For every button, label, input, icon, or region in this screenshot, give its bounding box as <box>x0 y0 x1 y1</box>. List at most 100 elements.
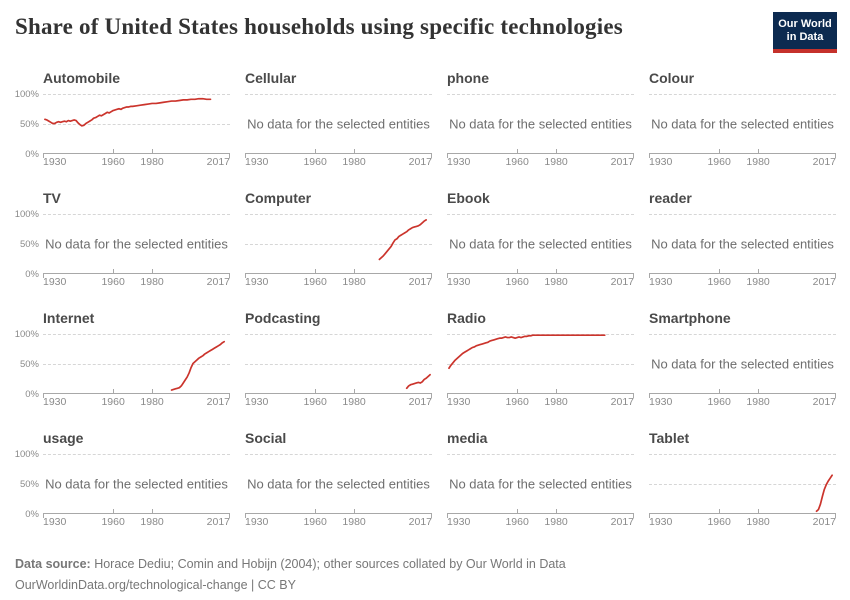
plot-area: No data for the selected entities <box>447 454 634 518</box>
panel-title: TV <box>43 190 61 206</box>
axis-tick-1980 <box>152 509 154 513</box>
panel-title: Cellular <box>245 70 297 86</box>
x-axis-tick-label: 1960 <box>505 156 529 168</box>
x-axis-labels: 1930 1960 1980 2017 <box>649 394 836 409</box>
x-axis-tick-label: 1960 <box>101 516 125 528</box>
x-axis-labels: 1930 1960 1980 2017 <box>447 274 634 289</box>
x-axis-tick-label: 1980 <box>342 156 366 168</box>
axis-endcap-left <box>447 394 448 398</box>
series-line <box>449 335 605 368</box>
axis-tick-1960 <box>113 509 115 513</box>
owid-logo-line2: in Data <box>786 31 824 43</box>
x-axis-tick-label: 1960 <box>707 276 731 288</box>
panel-inner: reader No data for the selected entities 1… <box>649 188 836 289</box>
panel-title: media <box>447 430 488 446</box>
x-axis-tick-label: 2017 <box>206 396 230 408</box>
panel-title: Computer <box>245 190 312 206</box>
x-axis-tick-label: 2017 <box>206 516 230 528</box>
y-axis-label: 50% <box>19 119 39 130</box>
x-axis-tick-label: 1930 <box>649 156 673 168</box>
panel-phone: phone No data for the selected entities 19… <box>447 68 634 169</box>
panel-inner: Podcasting 1930 1960 1980 2017 <box>245 308 432 409</box>
axis-endcap-right <box>633 514 634 518</box>
axis-endcap-left <box>447 154 448 158</box>
panel-tablet: Tablet 1930 1960 1980 2017 <box>649 428 836 529</box>
line-chart-automobile <box>43 94 230 153</box>
axis-endcap-right <box>431 394 432 398</box>
panel-computer: Computer 1930 1960 1980 2017 <box>245 188 432 289</box>
x-axis-tick-label: 1930 <box>447 156 471 168</box>
x-axis-tick-label: 1960 <box>303 276 327 288</box>
y-axis-label: 0% <box>25 149 39 160</box>
axis-endcap-right <box>835 274 836 278</box>
gridline-100 <box>43 214 230 215</box>
gridline-50 <box>447 364 634 365</box>
panel-radio: Radio 1930 1960 1980 2017 <box>447 308 634 409</box>
axis-tick-1960 <box>315 389 317 393</box>
x-axis-tick-label: 1930 <box>245 396 269 408</box>
x-axis-tick-label: 2017 <box>610 396 634 408</box>
panel-ebook: Ebook No data for the selected entities 19… <box>447 188 634 289</box>
gridline-100 <box>43 454 230 455</box>
x-axis-labels: 1930 1960 1980 2017 <box>447 154 634 169</box>
axis-tick-1960 <box>517 269 519 273</box>
owid-logo-line1: Our World <box>778 18 832 30</box>
axis-endcap-left <box>649 274 650 278</box>
no-data-message: No data for the selected entities <box>247 116 430 132</box>
axis-endcap-right <box>229 154 230 158</box>
axis-endcap-right <box>835 154 836 158</box>
axis-tick-1980 <box>354 389 356 393</box>
x-axis-tick-label: 2017 <box>812 156 836 168</box>
gridline-100 <box>245 334 432 335</box>
axis-endcap-left <box>649 154 650 158</box>
axis-tick-1980 <box>556 389 558 393</box>
x-axis-tick-label: 1980 <box>544 516 568 528</box>
x-axis-tick-label: 1960 <box>303 156 327 168</box>
x-axis-tick-label: 1930 <box>43 516 67 528</box>
x-axis-tick-label: 1930 <box>447 276 471 288</box>
panel-inner: media No data for the selected entities 19… <box>447 428 634 529</box>
x-axis-tick-label: 1980 <box>140 396 164 408</box>
y-axis-label: 0% <box>25 389 39 400</box>
line-chart-podcasting <box>245 334 432 393</box>
x-axis-tick-label: 1930 <box>43 276 67 288</box>
gridline-50 <box>649 484 836 485</box>
x-axis-labels: 1930 1960 1980 2017 <box>43 274 230 289</box>
line-chart-tablet <box>649 454 836 513</box>
plot-area: No data for the selected entities <box>649 94 836 158</box>
x-axis-tick-label: 1980 <box>342 516 366 528</box>
plot-area: 100% 50% 0% No data for the selected entiti… <box>15 449 230 520</box>
x-axis-tick-label: 1980 <box>544 156 568 168</box>
plot-area: No data for the selected entities <box>447 94 634 158</box>
axis-tick-1960 <box>517 149 519 153</box>
axis-tick-1960 <box>719 389 721 393</box>
gridline-100 <box>649 334 836 335</box>
x-axis-tick-label: 1960 <box>505 276 529 288</box>
axis-endcap-right <box>431 274 432 278</box>
x-axis-tick-label: 1980 <box>746 156 770 168</box>
axis-endcap-right <box>229 514 230 518</box>
x-axis-labels: 1930 1960 1980 2017 <box>447 394 634 409</box>
x-axis-tick-label: 1960 <box>707 156 731 168</box>
gridline-100 <box>245 454 432 455</box>
gridline-100 <box>245 214 432 215</box>
series-line <box>407 375 430 389</box>
x-axis-tick-label: 1980 <box>746 516 770 528</box>
x-axis-tick-label: 1980 <box>140 156 164 168</box>
x-axis-labels: 1930 1960 1980 2017 <box>649 274 836 289</box>
axis-tick-1960 <box>315 149 317 153</box>
axis-endcap-left <box>43 154 44 158</box>
x-axis-tick-label: 1930 <box>649 396 673 408</box>
axis-endcap-right <box>633 154 634 158</box>
gridline-50 <box>245 364 432 365</box>
x-axis-labels: 1930 1960 1980 2017 <box>43 154 230 169</box>
panel-title: Automobile <box>43 70 120 86</box>
panel-title: reader <box>649 190 692 206</box>
x-axis-tick-label: 1930 <box>245 276 269 288</box>
axis-endcap-left <box>43 274 44 278</box>
panel-usage: usage 100% 50% 0% No data for the selected e… <box>15 428 230 529</box>
panel-title: Podcasting <box>245 310 321 326</box>
no-data-message: No data for the selected entities <box>651 356 834 372</box>
axis-tick-1960 <box>719 509 721 513</box>
x-axis-tick-label: 1960 <box>505 396 529 408</box>
